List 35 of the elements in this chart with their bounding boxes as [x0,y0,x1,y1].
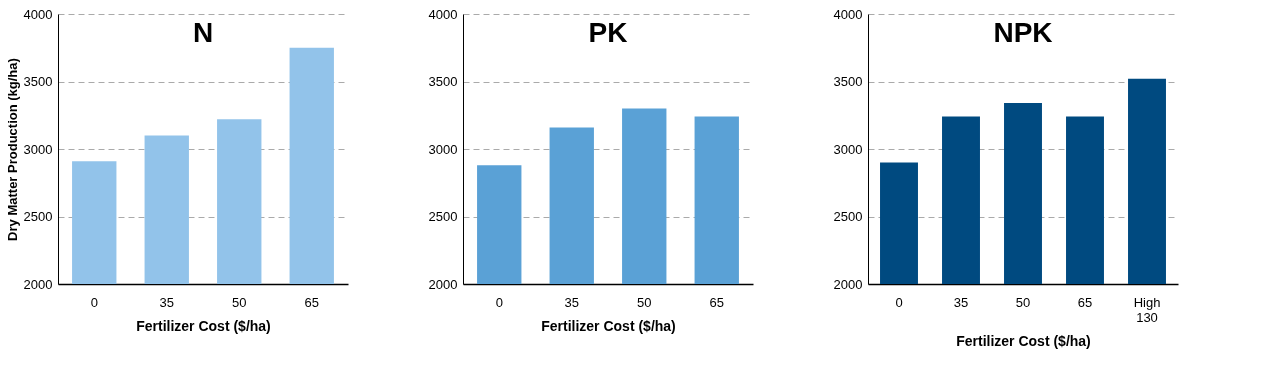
x-tick-label: 65 [709,294,724,310]
y-tick-label: 2000 [23,276,53,292]
y-tick-label: 3000 [23,141,53,157]
y-tick-label: 2000 [833,276,863,292]
y-tick-label: 4000 [23,6,53,22]
x-tick-label: 50 [637,294,652,310]
y-axis-title: Dry Matter Production (kg/ha) [4,58,20,241]
chart-title: PK [588,17,628,48]
y-tick-label: 3500 [428,74,458,89]
x-tick-label: 65 [1077,294,1093,310]
y-tick-label: 3500 [23,74,53,89]
y-tick-label: 3000 [833,141,863,157]
x-tick-label: 35 [953,294,969,310]
x-tick-label: 0 [495,294,503,310]
x-axis-title: Fertilizer Cost ($/ha) [136,317,271,334]
x-tick-label: 65 [304,294,319,310]
y-tick-label: 2000 [428,276,458,292]
x-tick-label: High 130 [1133,294,1161,325]
x-tick-label: 0 [895,294,903,310]
x-tick-label: 35 [564,294,579,310]
x-tick-label: 50 [1015,294,1031,310]
y-tick-label: 4000 [428,6,458,22]
y-tick-label: 2500 [23,209,53,224]
x-tick-label: 0 [90,294,98,310]
x-tick-label: 35 [159,294,174,310]
y-tick-label: 2500 [833,209,863,224]
x-axis-title: Fertilizer Cost ($/ha) [956,332,1091,349]
x-tick-label: 50 [232,294,247,310]
y-tick-label: 2500 [428,209,458,224]
y-tick-label: 4000 [833,6,863,22]
chart-title: N [192,17,214,48]
x-axis-title: Fertilizer Cost ($/ha) [541,317,676,334]
y-tick-label: 3500 [833,74,863,89]
chart-title: NPK [993,17,1053,48]
y-tick-label: 3000 [428,141,458,157]
